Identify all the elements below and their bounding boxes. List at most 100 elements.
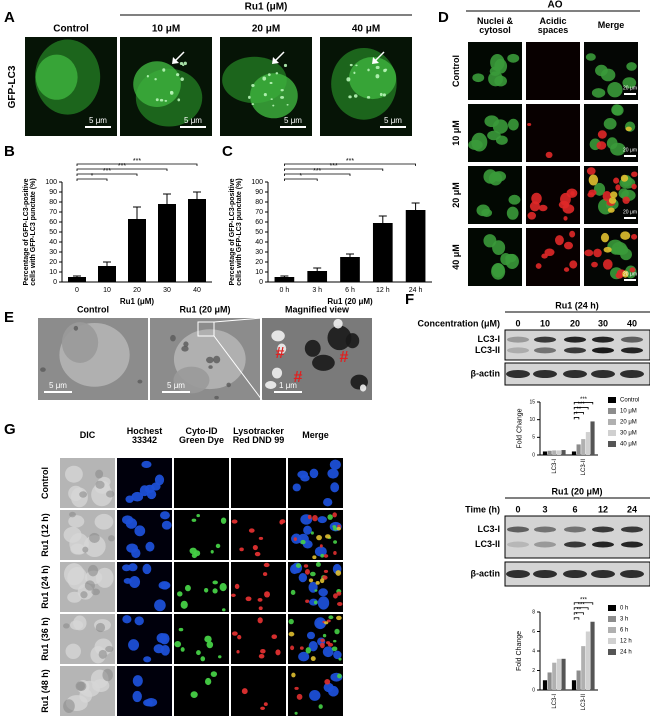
- bar: [590, 621, 595, 690]
- marker: #: [340, 349, 349, 366]
- cell: [215, 543, 221, 549]
- cell: [631, 171, 638, 178]
- cell: [180, 77, 184, 81]
- cell: [260, 648, 266, 654]
- legend-label: 40 μM: [620, 442, 637, 448]
- cell: [234, 583, 240, 590]
- bar: [571, 680, 577, 690]
- significance-label: ***: [118, 163, 126, 170]
- cell: [73, 615, 87, 631]
- cell: [333, 639, 337, 643]
- bar: [561, 450, 566, 455]
- cell: [317, 596, 330, 610]
- band: [592, 347, 614, 354]
- error-bar: [280, 275, 289, 277]
- band: [620, 370, 644, 378]
- cell: [337, 601, 343, 606]
- band: [534, 541, 556, 548]
- cell: [280, 95, 285, 99]
- legend-swatch: [608, 616, 616, 622]
- marker: #: [276, 345, 285, 362]
- scale-bar-label: 5 μm: [167, 381, 185, 390]
- cell: [83, 535, 106, 558]
- bar: [274, 277, 295, 282]
- row-label: 10 μM: [451, 120, 462, 146]
- cell: [67, 566, 88, 590]
- cell: [585, 53, 596, 61]
- band: [563, 370, 587, 378]
- cell: [603, 246, 612, 253]
- cell: [491, 263, 505, 278]
- cell: [298, 573, 308, 583]
- cell: [169, 90, 174, 95]
- cell: [132, 675, 143, 687]
- bar: [576, 670, 581, 690]
- significance-label: ***: [330, 163, 338, 170]
- cell: [288, 631, 295, 637]
- micrograph: [584, 104, 638, 162]
- cell: [600, 68, 616, 82]
- cell: [560, 192, 571, 206]
- cell: [280, 88, 284, 92]
- cell: [593, 182, 606, 196]
- cell: [35, 54, 78, 100]
- cell: [291, 672, 296, 678]
- significance-bracket: [284, 163, 416, 166]
- cell: [191, 518, 197, 522]
- cell: [346, 77, 351, 82]
- significance-label: *: [575, 612, 578, 618]
- scale-bar-label: 20 μm: [623, 85, 637, 91]
- zoom-lines: [213, 317, 263, 401]
- cell: [126, 543, 138, 553]
- cell: [254, 551, 261, 557]
- cell: [260, 706, 266, 711]
- cell: [310, 656, 316, 662]
- y-tick-label: 60: [255, 219, 263, 226]
- cell: [145, 541, 155, 552]
- cell: [602, 259, 613, 270]
- cell: [82, 546, 89, 553]
- cell: [105, 645, 114, 653]
- error-bar: [346, 253, 354, 257]
- cell: [196, 513, 200, 518]
- cell: [184, 584, 191, 592]
- column-label: Nuclei & cytosol: [476, 15, 513, 35]
- significance-bracket: [573, 412, 584, 415]
- micrograph: [174, 458, 229, 508]
- cell: [603, 118, 617, 130]
- cell: [327, 514, 333, 520]
- cell: [131, 491, 144, 502]
- cell: [146, 75, 149, 78]
- cell: [313, 600, 318, 605]
- cell: [180, 600, 188, 609]
- y-tick-label: 40: [49, 239, 57, 246]
- bar: [576, 444, 581, 455]
- scale-bar-label: 5 μm: [89, 116, 107, 125]
- cell: [257, 617, 263, 624]
- cell: [508, 194, 521, 205]
- cell: [270, 98, 273, 100]
- x-tick-label: 24 h: [409, 287, 423, 294]
- cell: [327, 642, 334, 647]
- arrow-head: [372, 57, 379, 64]
- cell: [597, 130, 607, 139]
- y-tick-label: 2: [532, 668, 535, 674]
- cell: [68, 485, 84, 501]
- cell: [488, 171, 503, 186]
- significance-label: *: [575, 412, 578, 418]
- row-label-box: 40 μM: [451, 244, 461, 270]
- lane-label: 24: [627, 504, 637, 514]
- y-axis-label-box: Fold Change: [516, 408, 523, 448]
- cell: [248, 528, 255, 533]
- cell: [615, 272, 624, 279]
- lane-label: 20: [570, 318, 580, 328]
- bar: [158, 204, 176, 282]
- micrograph: [231, 510, 286, 560]
- significance-label: *: [91, 173, 94, 180]
- y-axis-label: Percentage of GFP-LC3-positive cells wit…: [228, 178, 243, 286]
- cell: [264, 591, 270, 598]
- cell: [128, 563, 138, 572]
- micrograph: [174, 666, 229, 716]
- cell: [258, 536, 264, 540]
- y-tick-label: 30: [49, 249, 57, 256]
